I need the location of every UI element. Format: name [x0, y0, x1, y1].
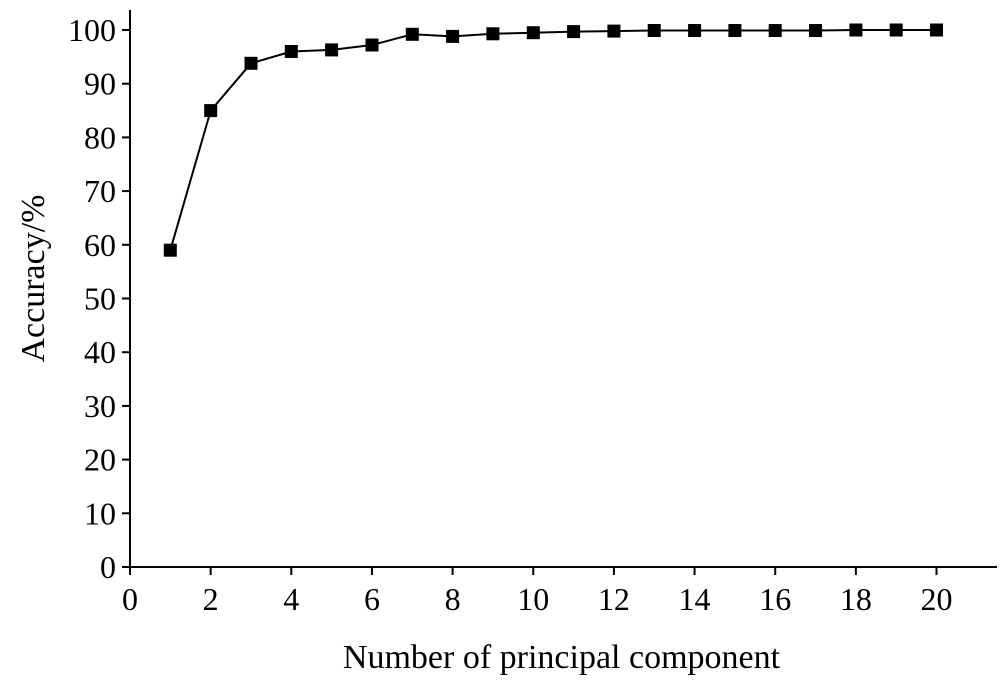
- series-line: [169, 29, 937, 251]
- x-tick-label: 12: [598, 581, 630, 617]
- chart-ticks: 0 10 20 30 40 50 60 70 80 90 100 0 2 4 6 8 10 12 14 16 18 20: [68, 12, 953, 617]
- x-tick-label: 20: [921, 581, 953, 617]
- x-tick-label: 4: [283, 581, 299, 617]
- data-point-marker: [849, 23, 863, 37]
- chart-series: [163, 23, 943, 257]
- x-tick-label: 2: [203, 581, 219, 617]
- x-tick-label: 10: [517, 581, 549, 617]
- y-tick-label: 0: [100, 549, 116, 585]
- data-point-marker: [486, 27, 500, 41]
- y-tick-label: 60: [84, 227, 116, 263]
- data-point-marker: [325, 43, 339, 57]
- data-point-marker: [365, 38, 379, 52]
- y-axis-title: Accuracy/%: [15, 194, 52, 362]
- x-tick-label: 18: [840, 581, 872, 617]
- x-axis-title: Number of principal component: [343, 639, 781, 676]
- x-tick-label: 16: [759, 581, 791, 617]
- y-tick-label: 80: [84, 119, 116, 155]
- x-tick-label: 8: [445, 581, 461, 617]
- data-point-marker: [244, 56, 258, 70]
- x-tick-label: 6: [364, 581, 380, 617]
- x-tick-label: 0: [122, 581, 138, 617]
- y-tick-label: 40: [84, 334, 116, 370]
- data-point-marker: [728, 24, 742, 37]
- data-point-marker: [889, 23, 903, 37]
- y-tick-label: 30: [84, 388, 116, 424]
- chart-axes: [129, 10, 997, 568]
- y-tick-label: 10: [84, 495, 116, 531]
- data-point-marker: [688, 24, 702, 37]
- data-point-marker: [204, 104, 218, 118]
- data-point-marker: [284, 45, 298, 58]
- data-point-marker: [930, 23, 943, 37]
- data-point-marker: [446, 29, 460, 43]
- data-point-marker: [526, 26, 540, 40]
- y-tick-label: 50: [84, 281, 116, 317]
- data-point-marker: [647, 24, 661, 37]
- y-tick-label: 90: [84, 66, 116, 102]
- data-point-marker: [809, 24, 822, 37]
- data-point-marker: [567, 25, 581, 39]
- data-point-marker: [163, 243, 177, 257]
- y-tick-label: 20: [84, 442, 116, 478]
- y-tick-label: 100: [68, 12, 116, 48]
- data-point-marker: [405, 27, 419, 41]
- y-tick-label: 70: [84, 173, 116, 209]
- data-point-marker: [607, 24, 621, 38]
- x-tick-label: 14: [679, 581, 711, 617]
- data-point-marker: [768, 24, 782, 37]
